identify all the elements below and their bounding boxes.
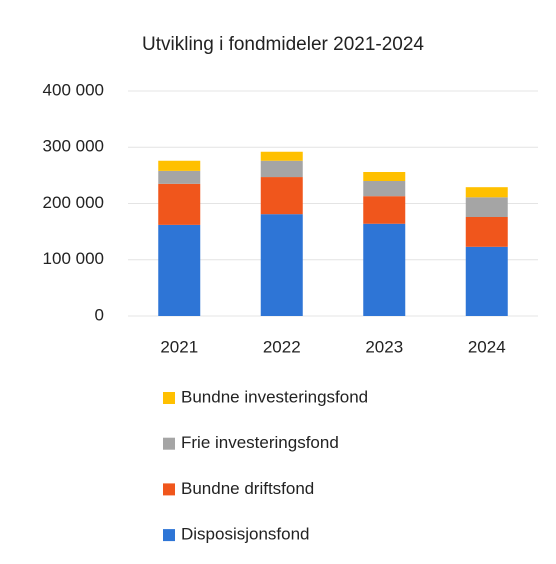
y-tick-label: 200 000 bbox=[43, 193, 104, 212]
bar-segment bbox=[158, 224, 201, 316]
x-tick-label: 2022 bbox=[263, 337, 301, 356]
chart-title: Utvikling i fondmideler 2021-2024 bbox=[142, 34, 424, 55]
bar-segment bbox=[363, 181, 406, 197]
legend-swatch bbox=[163, 529, 175, 542]
bar-segment bbox=[260, 160, 303, 178]
legend-label: Disposisjonsfond bbox=[181, 525, 310, 544]
bar-segment bbox=[465, 197, 508, 217]
y-tick-label: 0 bbox=[95, 305, 104, 324]
x-tick-label: 2023 bbox=[365, 337, 403, 356]
y-tick-label: 300 000 bbox=[43, 137, 104, 156]
legend-label: Bundne investeringsfond bbox=[181, 387, 368, 406]
bar-segment bbox=[363, 172, 406, 181]
legend-swatch bbox=[163, 483, 175, 496]
bar-segment bbox=[363, 223, 406, 316]
y-tick-label: 400 000 bbox=[43, 80, 104, 99]
x-tick-label: 2021 bbox=[160, 337, 198, 356]
legend-label: Frie investeringsfond bbox=[181, 433, 339, 452]
legend-swatch bbox=[163, 392, 175, 404]
bar-segment bbox=[465, 187, 508, 198]
bar-segment bbox=[158, 183, 201, 225]
legend-label: Bundne driftsfond bbox=[181, 479, 314, 498]
legend-swatch bbox=[163, 437, 175, 450]
bar-segment bbox=[260, 214, 303, 316]
x-tick-label: 2024 bbox=[468, 337, 506, 356]
bar-segment bbox=[260, 151, 303, 161]
y-tick-label: 100 000 bbox=[43, 249, 104, 268]
bar-segment bbox=[465, 246, 508, 316]
bar-segment bbox=[465, 217, 508, 247]
bar-segment bbox=[158, 170, 201, 184]
bar-segment bbox=[260, 177, 303, 215]
bar-segment bbox=[363, 196, 406, 224]
bar-segment bbox=[158, 160, 201, 171]
